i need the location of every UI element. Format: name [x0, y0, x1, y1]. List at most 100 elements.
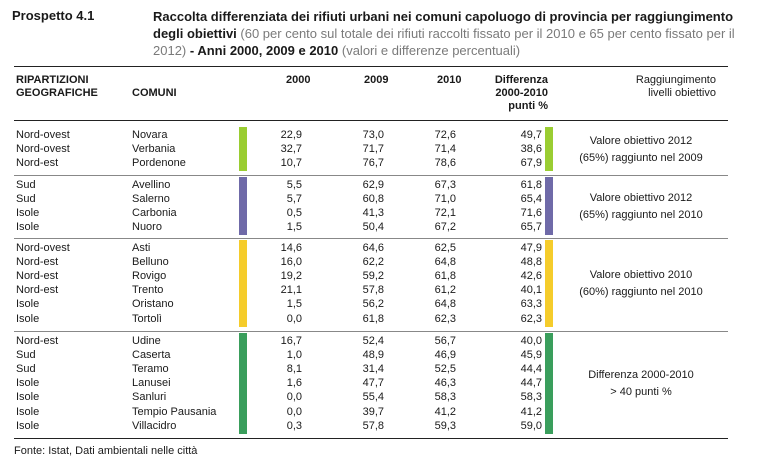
- group-separator: [14, 238, 728, 239]
- group-objective-note: Valore obiettivo 2012 (65%) raggiunto nel…: [556, 190, 726, 224]
- table-title: Raccolta differenziata dei rifiuti urban…: [153, 8, 753, 59]
- cell-2009: 31,4: [362, 363, 384, 376]
- note-line1: Valore obiettivo 2012: [589, 135, 693, 148]
- cell-2009: 39,7: [362, 405, 384, 418]
- cell-2000: 32,7: [280, 143, 302, 156]
- cell-comune: Asti: [132, 242, 151, 254]
- cell-differenza: 71,6: [520, 207, 542, 220]
- group-objective-note: Valore obiettivo 2010 (60%) raggiunto nel…: [556, 267, 726, 301]
- cell-2010: 61,8: [434, 270, 456, 283]
- cell-differenza: 47,9: [520, 242, 542, 254]
- header-2010: 2010: [437, 74, 462, 86]
- cell-2009: 55,4: [362, 391, 384, 404]
- cell-comune: Rovigo: [132, 270, 167, 283]
- group-separator: [14, 331, 728, 332]
- cell-comune: Novara: [132, 129, 168, 141]
- cell-ripartizione: Nord-est: [16, 256, 59, 269]
- cell-differenza: 65,7: [520, 221, 542, 234]
- header-2009: 2009: [364, 74, 389, 86]
- note-line2: (65%) raggiunto nel 2010: [579, 209, 703, 222]
- group-color-bar-diff: [545, 333, 553, 434]
- cell-2009: 52,4: [362, 335, 384, 347]
- group-color-bar: [239, 240, 247, 327]
- cell-2010: 67,3: [434, 179, 456, 191]
- cell-comune: Salerno: [132, 193, 170, 206]
- header-raggiungimento: Raggiungimento livelli obiettivo: [604, 74, 716, 100]
- cell-ripartizione: Sud: [16, 363, 36, 376]
- header-comuni: COMUNI: [132, 87, 177, 99]
- cell-ripartizione: Sud: [16, 193, 36, 206]
- cell-comune: Avellino: [132, 179, 171, 191]
- cell-differenza: 40,1: [520, 284, 542, 297]
- cell-comune: Belluno: [132, 256, 169, 269]
- cell-2009: 64,6: [362, 242, 384, 254]
- cell-differenza: 41,2: [520, 405, 542, 418]
- cell-differenza: 58,3: [520, 391, 542, 404]
- note-line2: > 40 punti %: [610, 386, 672, 399]
- cell-comune: Caserta: [132, 349, 171, 362]
- note-line2: (65%) raggiunto nel 2009: [579, 152, 703, 165]
- cell-differenza: 61,8: [520, 179, 542, 191]
- header-ripartizioni-line2: GEOGRAFICHE: [16, 87, 98, 99]
- cell-comune: Carbonia: [132, 207, 177, 220]
- cell-differenza: 67,9: [520, 157, 542, 170]
- cell-2000: 0,0: [286, 312, 302, 325]
- cell-2009: 41,3: [362, 207, 384, 220]
- cell-2009: 48,9: [362, 349, 384, 362]
- note-line1: Valore obiettivo 2012: [589, 192, 693, 205]
- cell-2009: 47,7: [362, 377, 384, 390]
- title-units: (valori e differenze percentuali): [338, 43, 521, 58]
- cell-2010: 62,3: [434, 312, 456, 325]
- cell-comune: Sanluri: [132, 391, 167, 404]
- cell-differenza: 65,4: [520, 193, 542, 206]
- cell-2010: 59,3: [434, 419, 456, 432]
- header-bottom-rule: [14, 120, 728, 121]
- note-line1: Differenza 2000-2010: [588, 369, 694, 382]
- group-color-bar: [239, 177, 247, 236]
- cell-2010: 78,6: [434, 157, 456, 170]
- title-note: (60 per cento sul totale dei rifiuti rac…: [153, 26, 735, 58]
- cell-ripartizione: Sud: [16, 349, 36, 362]
- cell-2009: 57,8: [362, 419, 384, 432]
- cell-2010: 71,0: [434, 193, 456, 206]
- cell-ripartizione: Nord-ovest: [16, 242, 70, 254]
- cell-differenza: 38,6: [520, 143, 542, 156]
- group-objective-note: Differenza 2000-2010 > 40 punti %: [556, 367, 726, 401]
- cell-differenza: 45,9: [520, 349, 542, 362]
- cell-2010: 64,8: [434, 256, 456, 269]
- cell-2000: 0,3: [286, 419, 302, 432]
- cell-2000: 16,0: [280, 256, 302, 269]
- cell-comune: Teramo: [132, 363, 169, 376]
- cell-ripartizione: Sud: [16, 179, 36, 191]
- title-years: - Anni 2000, 2009 e 2010: [186, 43, 339, 58]
- cell-2000: 10,7: [280, 157, 302, 170]
- cell-ripartizione: Nord-est: [16, 157, 59, 170]
- header-ragg-line2: livelli obiettivo: [648, 87, 716, 99]
- header-diff-line3: punti %: [508, 100, 548, 112]
- cell-2009: 76,7: [362, 157, 384, 170]
- cell-2009: 61,8: [362, 312, 384, 325]
- group-color-bar-diff: [545, 177, 553, 236]
- cell-2010: 71,4: [434, 143, 456, 156]
- cell-2000: 8,1: [286, 363, 302, 376]
- table-bottom-rule: [14, 438, 728, 439]
- cell-2000: 1,6: [286, 377, 302, 390]
- cell-2010: 72,6: [434, 129, 456, 141]
- cell-differenza: 59,0: [520, 419, 542, 432]
- cell-ripartizione: Nord-est: [16, 284, 59, 297]
- cell-2009: 62,2: [362, 256, 384, 269]
- cell-2010: 72,1: [434, 207, 456, 220]
- cell-comune: Villacidro: [132, 419, 177, 432]
- cell-2009: 59,2: [362, 270, 384, 283]
- group-objective-note: Valore obiettivo 2012 (65%) raggiunto nel…: [556, 133, 726, 167]
- header-ripartizioni: RIPARTIZIONI GEOGRAFICHE: [16, 74, 98, 100]
- header-ragg-line1: Raggiungimento: [635, 74, 716, 86]
- cell-2000: 16,7: [280, 335, 302, 347]
- prospetto-label: Prospetto 4.1: [12, 8, 95, 23]
- cell-ripartizione: Isole: [16, 312, 40, 325]
- cell-comune: Oristano: [132, 298, 174, 311]
- cell-comune: Nuoro: [132, 221, 162, 234]
- cell-2000: 21,1: [280, 284, 302, 297]
- cell-differenza: 40,0: [520, 335, 542, 347]
- cell-ripartizione: Isole: [16, 221, 40, 234]
